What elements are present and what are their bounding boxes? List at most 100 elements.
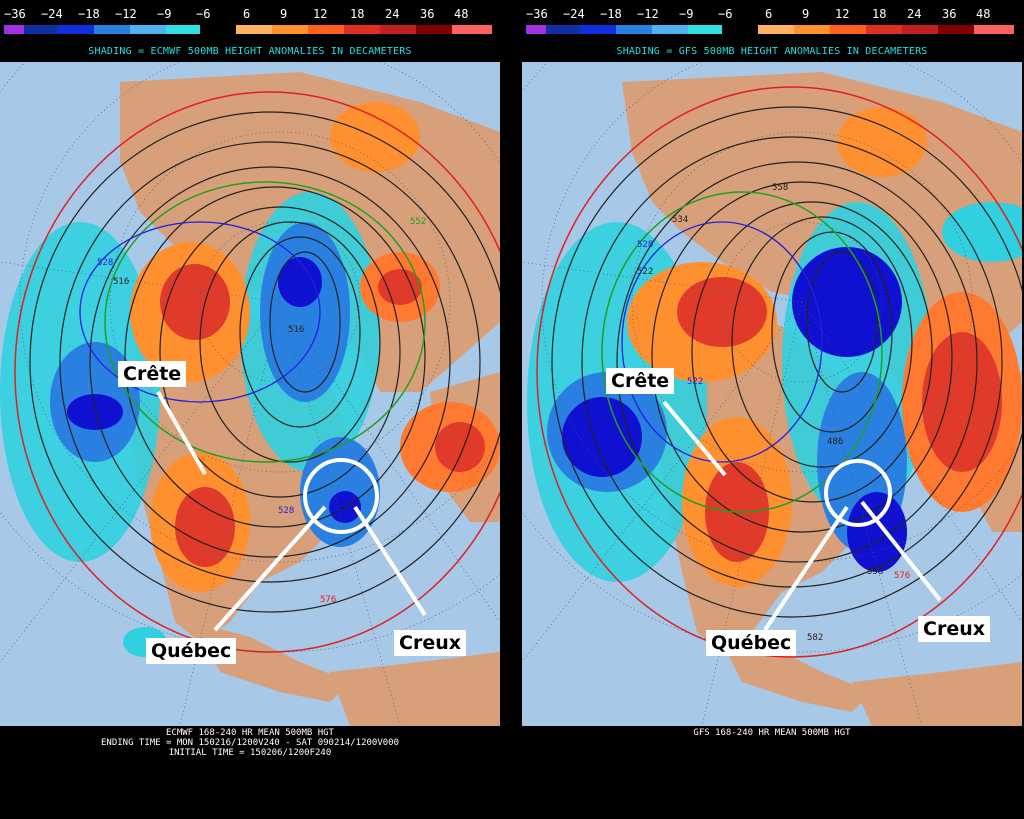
colorbar-swatch [344, 25, 380, 34]
colorbar-swatch [130, 25, 166, 34]
colorbar-swatch [652, 25, 688, 34]
colorbar-label: 9 [280, 7, 288, 21]
shade-canada-trough-center [278, 257, 322, 307]
contour-576 [14, 91, 500, 653]
colorbar-swatch [308, 25, 344, 34]
trough-pointer [860, 500, 942, 602]
height-contours [29, 111, 500, 613]
colorbar-swatch [580, 25, 616, 34]
shade-arctic-ridge [837, 107, 927, 177]
colorbar-swatch [830, 25, 866, 34]
graticule [0, 62, 500, 726]
colorbar-swatch [688, 25, 724, 34]
colorbar-label: 6 [765, 7, 773, 21]
ecmwf-panel: −36 −24 −18 −12 −9 −6 6 9 12 18 24 36 48… [0, 0, 500, 819]
trough-label: Creux [918, 616, 990, 642]
quebec-label: Québec [146, 638, 237, 664]
height-contours [551, 106, 1022, 618]
colorbar-label: −9 [157, 7, 172, 21]
trough-pointer [353, 505, 427, 617]
colorbar-label: 9 [802, 7, 810, 21]
shade-east-trough-center [847, 492, 907, 572]
land-south-america [330, 652, 500, 726]
colorbar-label: −36 [526, 7, 548, 21]
shading-title: SHADING = ECMWF 500MB HEIGHT ANOMALIES I… [88, 46, 412, 57]
shade-alaska-ridge-core [160, 264, 230, 340]
colorbar-swatch [866, 25, 902, 34]
colorbar-swatch [794, 25, 830, 34]
footer-left: ECMWF 168-240 HR MEAN 500MB HGT ENDING T… [0, 728, 500, 758]
shade-canada-trough-center [792, 247, 902, 357]
colorbar-label: 48 [454, 7, 469, 21]
contour-label: 522 [687, 377, 703, 387]
contour-label: 552 [410, 217, 426, 227]
colorbar-swatch [24, 25, 60, 34]
shade-atlantic-ridge-core [435, 422, 485, 472]
contour-label: 522 [637, 267, 653, 277]
trough-label: Creux [394, 630, 466, 656]
contour-labels-left: 552 528 516 576 528 516 [97, 217, 426, 605]
colorbar-label: −12 [115, 7, 137, 21]
contour-label: 516 [113, 277, 129, 287]
shade-alaska-ridge-core [677, 277, 767, 347]
colorbar-swatch [166, 25, 202, 34]
colorbar-label: −24 [563, 7, 585, 21]
colorbar-swatch [380, 25, 416, 34]
trough-circle [303, 458, 379, 534]
ridge-label: Crête [118, 361, 187, 387]
colorbar-swatch [58, 25, 94, 34]
colorbar-swatch [236, 25, 272, 34]
contour-label: 528 [637, 240, 653, 250]
colorbar-label: −24 [41, 7, 63, 21]
colorbar-swatch [4, 25, 24, 34]
ridge-pointer [662, 400, 727, 477]
shade-greenland-ridge-core [378, 269, 422, 305]
quebec-pointer [763, 505, 849, 632]
footer-right: GFS 168-240 HR MEAN 500MB HGT [522, 728, 1022, 738]
colorbar-label: 6 [243, 7, 251, 21]
contour-label: 576 [894, 571, 910, 581]
colorbar-label: 48 [976, 7, 991, 21]
colorbar-label: −18 [600, 7, 622, 21]
shade-north-atlantic-trough [942, 202, 1022, 262]
colorbar-swatch [452, 25, 492, 34]
colorbar-swatch [902, 25, 938, 34]
contour-528 [621, 221, 823, 463]
colorbar-label: 12 [835, 7, 850, 21]
shade-pacific-trough-center [67, 394, 123, 430]
colorbar-swatch [938, 25, 974, 34]
contour-label: 528 [278, 506, 294, 516]
gfs-panel: −36 −24 −18 −12 −9 −6 6 9 12 18 24 36 48… [522, 0, 1022, 819]
colorbar-label: 24 [907, 7, 922, 21]
ridge-label: Crête [606, 368, 675, 394]
contour-576 [536, 86, 1022, 658]
contour-528 [79, 221, 321, 403]
ecmwf-anomaly-map: 552 528 516 576 528 516 [0, 62, 500, 726]
contour-label: 576 [320, 595, 336, 605]
colorbar-label: −36 [4, 7, 26, 21]
colorbar-label: 24 [385, 7, 400, 21]
colorbar-label: 36 [420, 7, 435, 21]
colorbar-swatch [974, 25, 1014, 34]
contour-552 [104, 181, 426, 463]
contour-552 [601, 191, 883, 513]
contour-labels-right: 558 534 528 522 522 486 558 576 582 [637, 183, 910, 643]
colorbar-swatch [616, 25, 652, 34]
contour-label: 534 [672, 215, 688, 225]
colorbar-label: 12 [313, 7, 328, 21]
contour-label: 558 [772, 183, 788, 193]
contour-label: 486 [827, 437, 843, 447]
ridge-pointer [156, 391, 207, 475]
colorbar-label: −6 [718, 7, 733, 21]
colorbar-label: −12 [637, 7, 659, 21]
shade-pacific-trough-center [562, 397, 642, 477]
shade-atlantic-ridge-core [922, 332, 1002, 472]
footer-line: ENDING TIME = MON 150216/1200V240 - SAT … [100, 738, 399, 748]
shading-title: SHADING = GFS 500MB HEIGHT ANOMALIES IN … [616, 46, 928, 57]
colorbar-label: −6 [196, 7, 211, 21]
colorbar-swatch [722, 25, 758, 34]
footer-line: ECMWF 168-240 HR MEAN 500MB HGT [166, 728, 334, 738]
colorbar-swatch [94, 25, 130, 34]
shade-west-ridge-core [175, 487, 235, 567]
land-south-america [852, 662, 1022, 726]
